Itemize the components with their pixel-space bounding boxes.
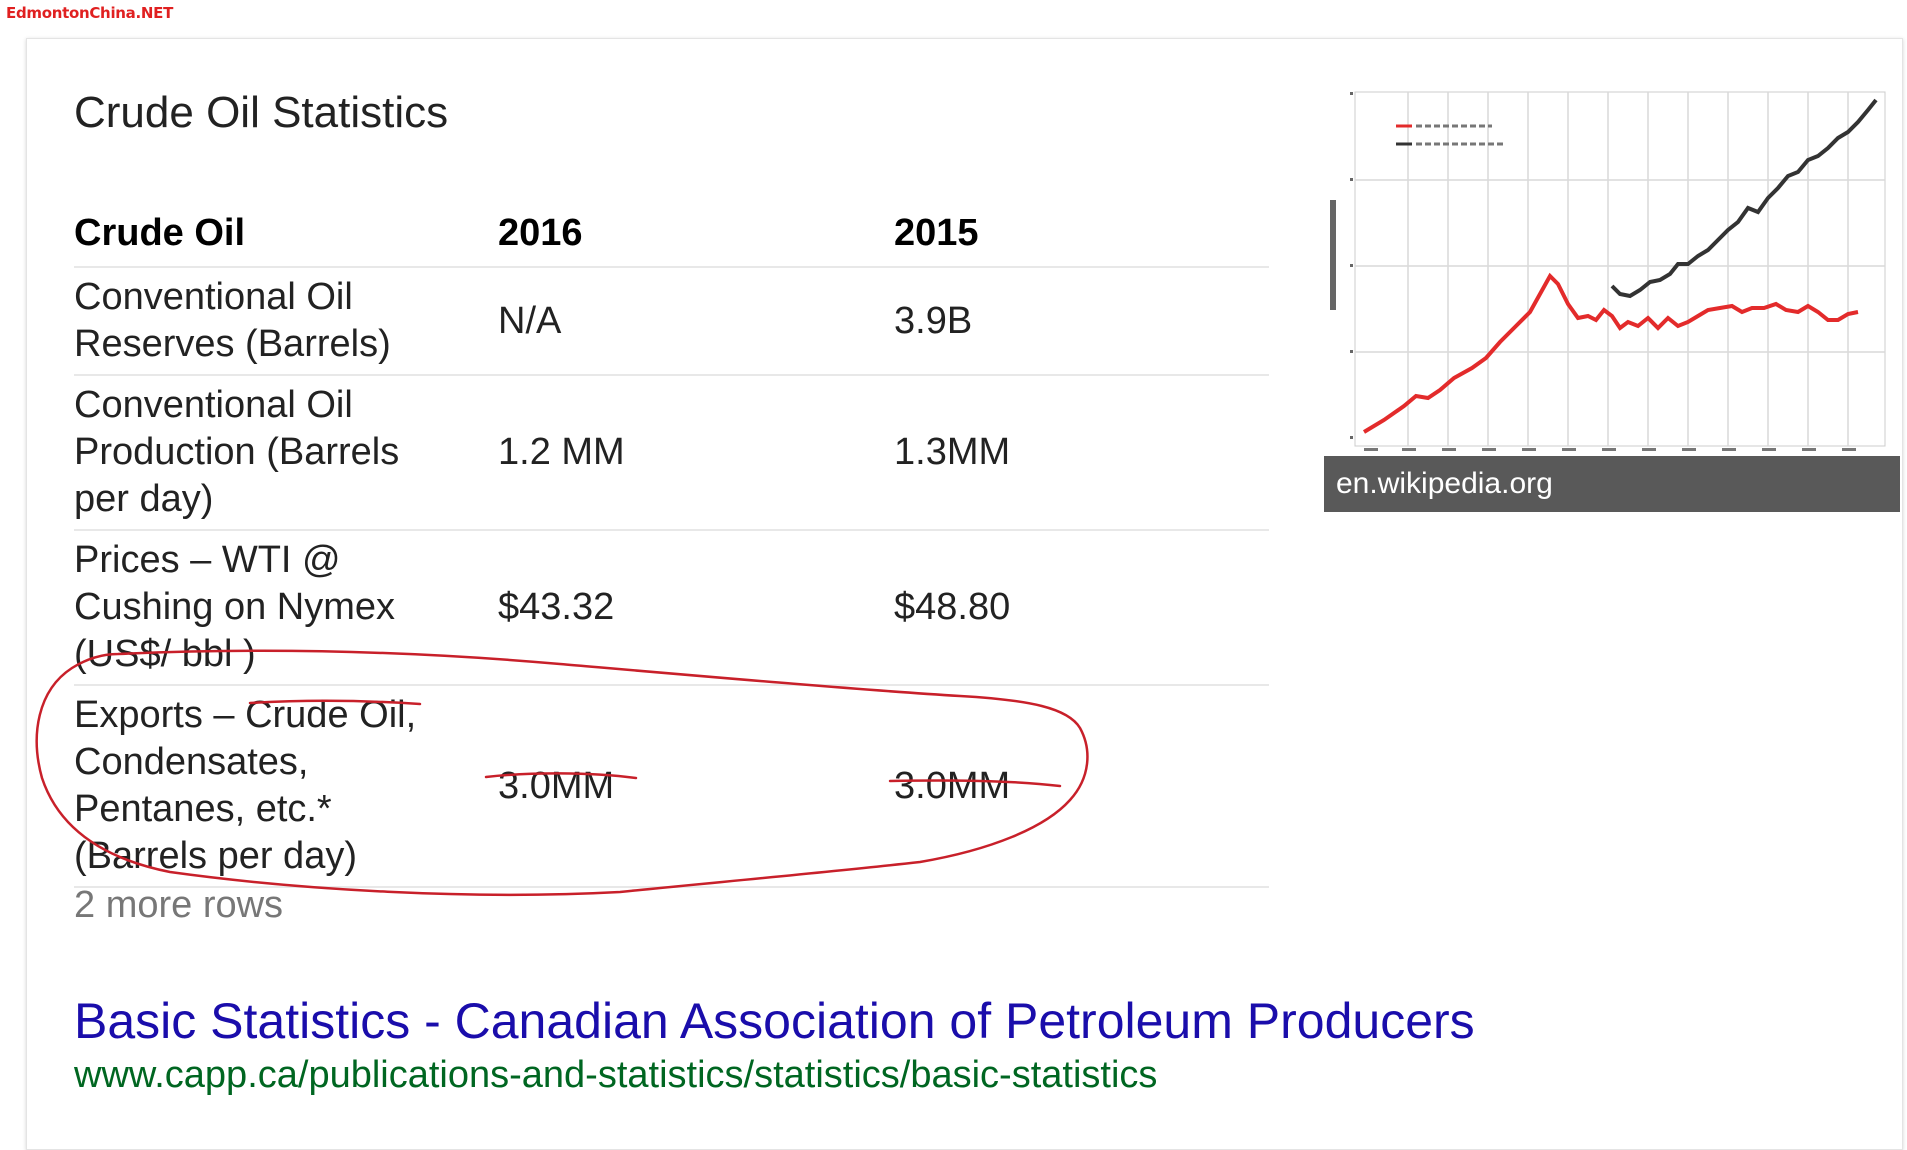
value-2015: 1.3MM — [894, 375, 1269, 531]
row-label: Exports – Crude Oil, Condensates, Pentan… — [74, 685, 498, 888]
row-label: Conventional Oil Reserves (Barrels) — [74, 267, 498, 376]
header-2016: 2016 — [498, 200, 894, 268]
value-2016: $43.32 — [498, 530, 894, 686]
more-rows-link[interactable]: 2 more rows — [74, 884, 284, 926]
header-crude-oil: Crude Oil — [74, 200, 498, 268]
value-2015: 3.0MM — [894, 685, 1269, 888]
result-url: www.capp.ca/publications-and-statistics/… — [74, 1054, 1158, 1096]
table-row: Exports – Crude Oil, Condensates, Pentan… — [74, 685, 1269, 888]
watermark-logo: EdmontonChina.NET — [6, 4, 174, 22]
total-series-line — [1610, 98, 1878, 299]
table-row: Conventional Oil Production (Barrels per… — [74, 375, 1269, 531]
row-label: Prices – WTI @ Cushing on Nymex (US$/ bb… — [74, 530, 498, 686]
value-2015: 3.9B — [894, 267, 1269, 376]
value-2016: 3.0MM — [498, 685, 894, 888]
table-row: Prices – WTI @ Cushing on Nymex (US$/ bb… — [74, 530, 1269, 686]
header-2015: 2015 — [894, 200, 1269, 268]
conventional-series-line — [1362, 272, 1859, 434]
result-title-link[interactable]: Basic Statistics - Canadian Association … — [74, 993, 1475, 1049]
statistics-table: Crude Oil 2016 2015 Conventional Oil Res… — [74, 200, 1269, 888]
chart-legend — [1396, 124, 1504, 146]
oil-production-chart-image — [1330, 91, 1886, 451]
table-row: Conventional Oil Reserves (Barrels) N/A … — [74, 267, 1269, 376]
value-2016: 1.2 MM — [498, 375, 894, 531]
image-source-caption[interactable]: en.wikipedia.org — [1324, 456, 1900, 512]
card-title: Crude Oil Statistics — [74, 88, 449, 137]
thumbnail-image[interactable]: en.wikipedia.org — [1324, 80, 1900, 512]
row-label: Conventional Oil Production (Barrels per… — [74, 375, 498, 531]
value-2015: $48.80 — [894, 530, 1269, 686]
value-2016: N/A — [498, 267, 894, 376]
table-header-row: Crude Oil 2016 2015 — [74, 200, 1269, 268]
